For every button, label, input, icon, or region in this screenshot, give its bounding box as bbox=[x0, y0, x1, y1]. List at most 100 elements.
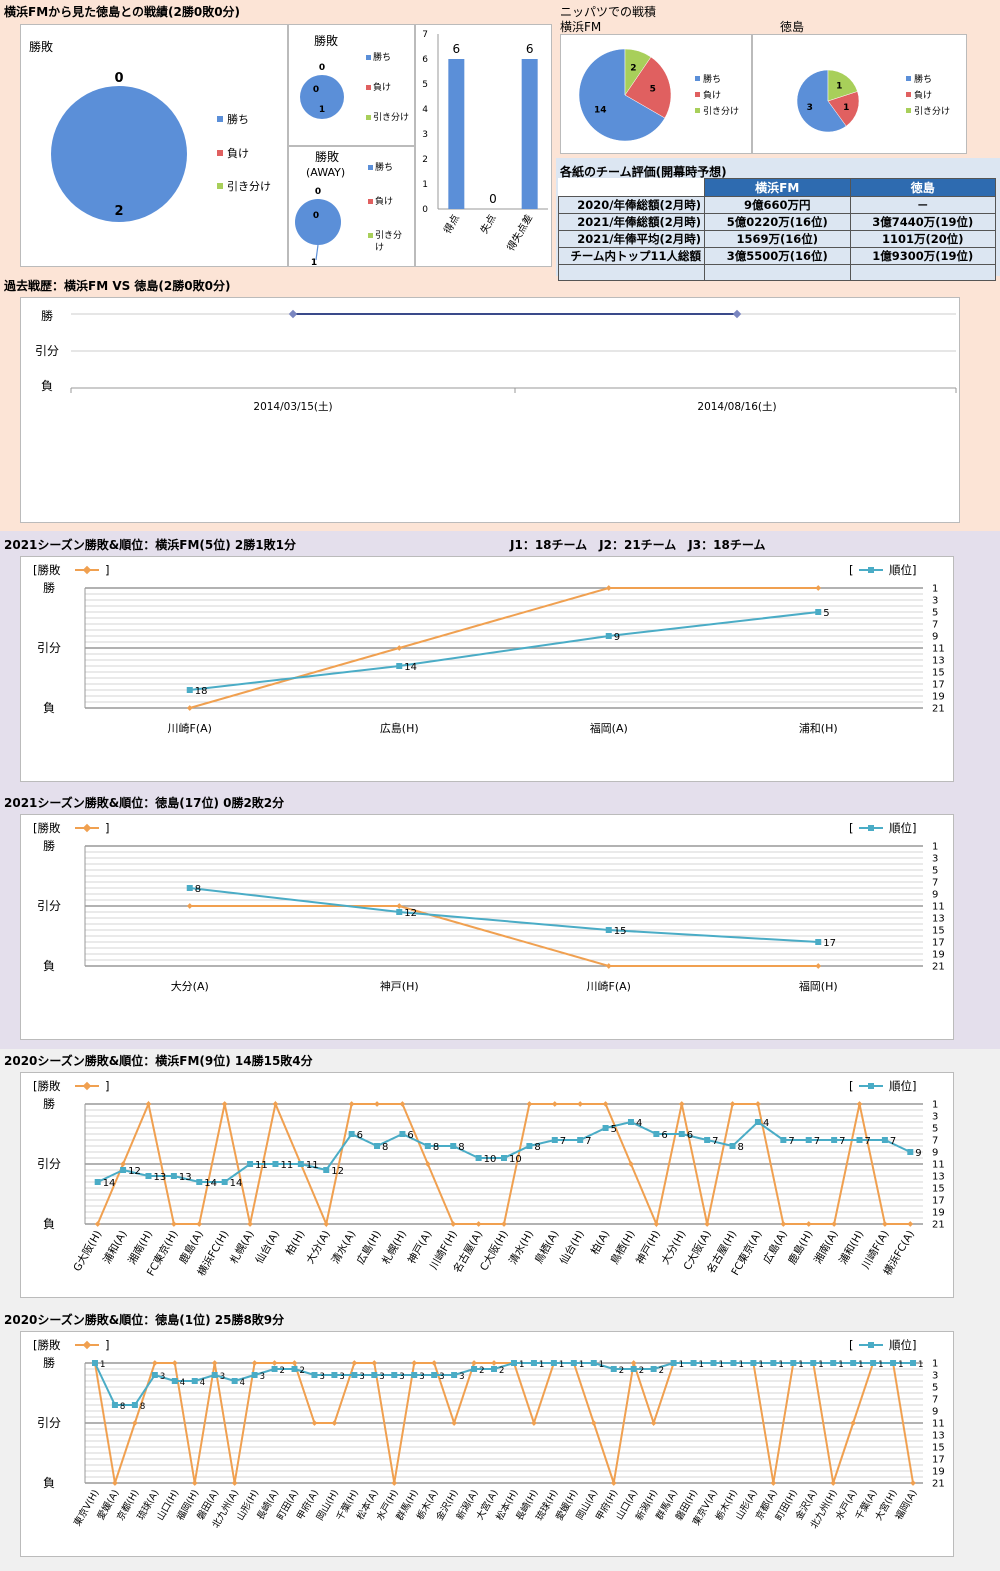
evaluation-row: 2020/年俸総額(2月時) 9億660万円－ bbox=[558, 196, 996, 214]
result-point bbox=[351, 1360, 358, 1366]
pie-home-label-2: 0 bbox=[313, 85, 319, 95]
result-point bbox=[191, 1480, 198, 1486]
x-tick: 福岡(H) bbox=[799, 979, 838, 993]
rank-label: 18 bbox=[195, 686, 208, 697]
rank-tick: 15 bbox=[932, 668, 945, 679]
evaluation-label bbox=[558, 264, 705, 281]
rank-tick: 17 bbox=[932, 680, 945, 691]
nippatsu-yfm-legend: 引き分け bbox=[703, 106, 739, 117]
rank-point bbox=[331, 1372, 338, 1378]
nippatsu-yfm-legend-swatch bbox=[695, 76, 700, 81]
result-point bbox=[531, 1420, 537, 1426]
legend-rank-marker bbox=[868, 1342, 874, 1348]
rank-label: 7 bbox=[788, 1136, 794, 1147]
nippatsu-tok-slice bbox=[827, 69, 858, 102]
rank-label: 7 bbox=[560, 1136, 566, 1147]
nippatsu-yfm-slice bbox=[624, 56, 672, 119]
pie-away-title-1: 勝敗 bbox=[315, 149, 339, 164]
league-info: J1：18チーム J2：21チーム J3：18チーム bbox=[510, 538, 766, 552]
rank-label: 5 bbox=[823, 608, 829, 619]
x-tick: 福岡(A) bbox=[590, 721, 628, 735]
legend-draw: 引き分け bbox=[227, 179, 271, 193]
rank-tick: 7 bbox=[932, 1395, 938, 1406]
rank-tick: 7 bbox=[932, 878, 938, 889]
rank-tick: 13 bbox=[932, 656, 945, 667]
rank-point bbox=[221, 1179, 228, 1185]
away-legend-win: 勝ち bbox=[375, 161, 393, 173]
result-series-line bbox=[189, 905, 819, 967]
nippatsu-tok-panel: 3 1 1 勝ち 負け 引き分け bbox=[752, 34, 967, 154]
pie-home-svg: 勝敗 0 0 1 勝ち 負け 引き分け bbox=[300, 33, 409, 123]
result-point bbox=[152, 1360, 158, 1366]
goals-ytick: 0 bbox=[422, 205, 428, 215]
rank-label: 1 bbox=[858, 1360, 863, 1370]
result-point bbox=[850, 1420, 856, 1426]
legend-result-close: ] bbox=[105, 821, 110, 835]
rank-label: 1 bbox=[719, 1360, 724, 1370]
nippatsu-tok-label: 3 bbox=[807, 103, 813, 113]
rank-point bbox=[424, 1143, 431, 1149]
pie-home-slice bbox=[300, 75, 344, 119]
rank-label: 9 bbox=[915, 1148, 921, 1159]
rank-point bbox=[272, 1161, 279, 1167]
result-point bbox=[331, 1420, 338, 1426]
rank-tick: 7 bbox=[932, 620, 938, 631]
rank-point bbox=[790, 1360, 797, 1366]
nippatsu-yfm-name: 横浜FM bbox=[560, 20, 602, 34]
rank-tick: 11 bbox=[932, 1419, 945, 1430]
result-point bbox=[396, 645, 403, 651]
result-point bbox=[291, 1360, 298, 1366]
rank-tick: 3 bbox=[932, 596, 938, 607]
legend-rank-open: [ bbox=[849, 1338, 854, 1352]
legend-win: 勝ち bbox=[227, 112, 249, 126]
history-date: 2014/03/15(土) bbox=[253, 400, 332, 413]
nippatsu-tok-slice bbox=[796, 69, 847, 133]
rank-point bbox=[145, 1173, 152, 1179]
rank-label: 8 bbox=[534, 1142, 540, 1153]
goals-ytick: 2 bbox=[422, 155, 428, 165]
rank-label: 1 bbox=[778, 1360, 783, 1370]
rank-point bbox=[510, 1360, 517, 1366]
pie-away-title-2: (AWAY) bbox=[306, 166, 345, 179]
legend-rank-marker bbox=[868, 567, 874, 573]
result-point bbox=[450, 1221, 457, 1227]
rank-label: 14 bbox=[204, 1178, 217, 1189]
rank-label: 2 bbox=[499, 1366, 504, 1376]
result-ylabel-win: 勝 bbox=[43, 1355, 55, 1370]
result-point bbox=[650, 1420, 657, 1426]
rank-point bbox=[704, 1137, 711, 1143]
x-tick: 仙台(A) bbox=[253, 1228, 282, 1266]
rank-point bbox=[291, 1366, 298, 1372]
result-point bbox=[910, 1480, 916, 1486]
rank-tick: 15 bbox=[932, 1443, 945, 1454]
season-2021-tok-chart: 13579111315171921勝引分負[勝敗][順位]8121517大分(A… bbox=[33, 821, 945, 993]
rank-point bbox=[231, 1378, 238, 1384]
rank-tick: 9 bbox=[932, 632, 938, 643]
rank-label: 12 bbox=[331, 1166, 344, 1177]
rank-tick: 7 bbox=[932, 1136, 938, 1147]
rank-point bbox=[551, 1137, 558, 1143]
rank-point bbox=[870, 1360, 877, 1366]
rank-point bbox=[311, 1372, 318, 1378]
rank-label: 2 bbox=[659, 1366, 664, 1376]
goals-ytick: 4 bbox=[422, 105, 428, 115]
evaluation-value-yfm: 5億0220万(16位) bbox=[704, 213, 851, 231]
rank-label: 14 bbox=[230, 1178, 243, 1189]
rank-tick: 11 bbox=[932, 902, 945, 913]
x-tick: 神戸(H) bbox=[380, 979, 419, 993]
rank-label: 3 bbox=[379, 1372, 384, 1382]
result-point bbox=[348, 1101, 355, 1107]
goals-bar-panel: 0 1 2 3 4 5 6 7 6 得点 0 失点 6 得失点差 bbox=[415, 24, 552, 267]
rank-tick: 1 bbox=[932, 584, 938, 595]
result-point bbox=[729, 1101, 736, 1107]
x-tick: 清水(H) bbox=[506, 1228, 536, 1267]
rank-point bbox=[396, 909, 403, 915]
evaluation-value-tok: 1億9300万(19位) bbox=[849, 247, 996, 265]
rank-label: 3 bbox=[399, 1372, 404, 1382]
rank-tick: 21 bbox=[932, 1479, 945, 1490]
result-point bbox=[371, 1360, 378, 1366]
evaluation-value-tok: 3億7440万(19位) bbox=[849, 213, 996, 231]
rank-point bbox=[186, 885, 193, 891]
rank-label: 1 bbox=[100, 1360, 105, 1370]
legend-rank-open: [ bbox=[849, 563, 854, 577]
